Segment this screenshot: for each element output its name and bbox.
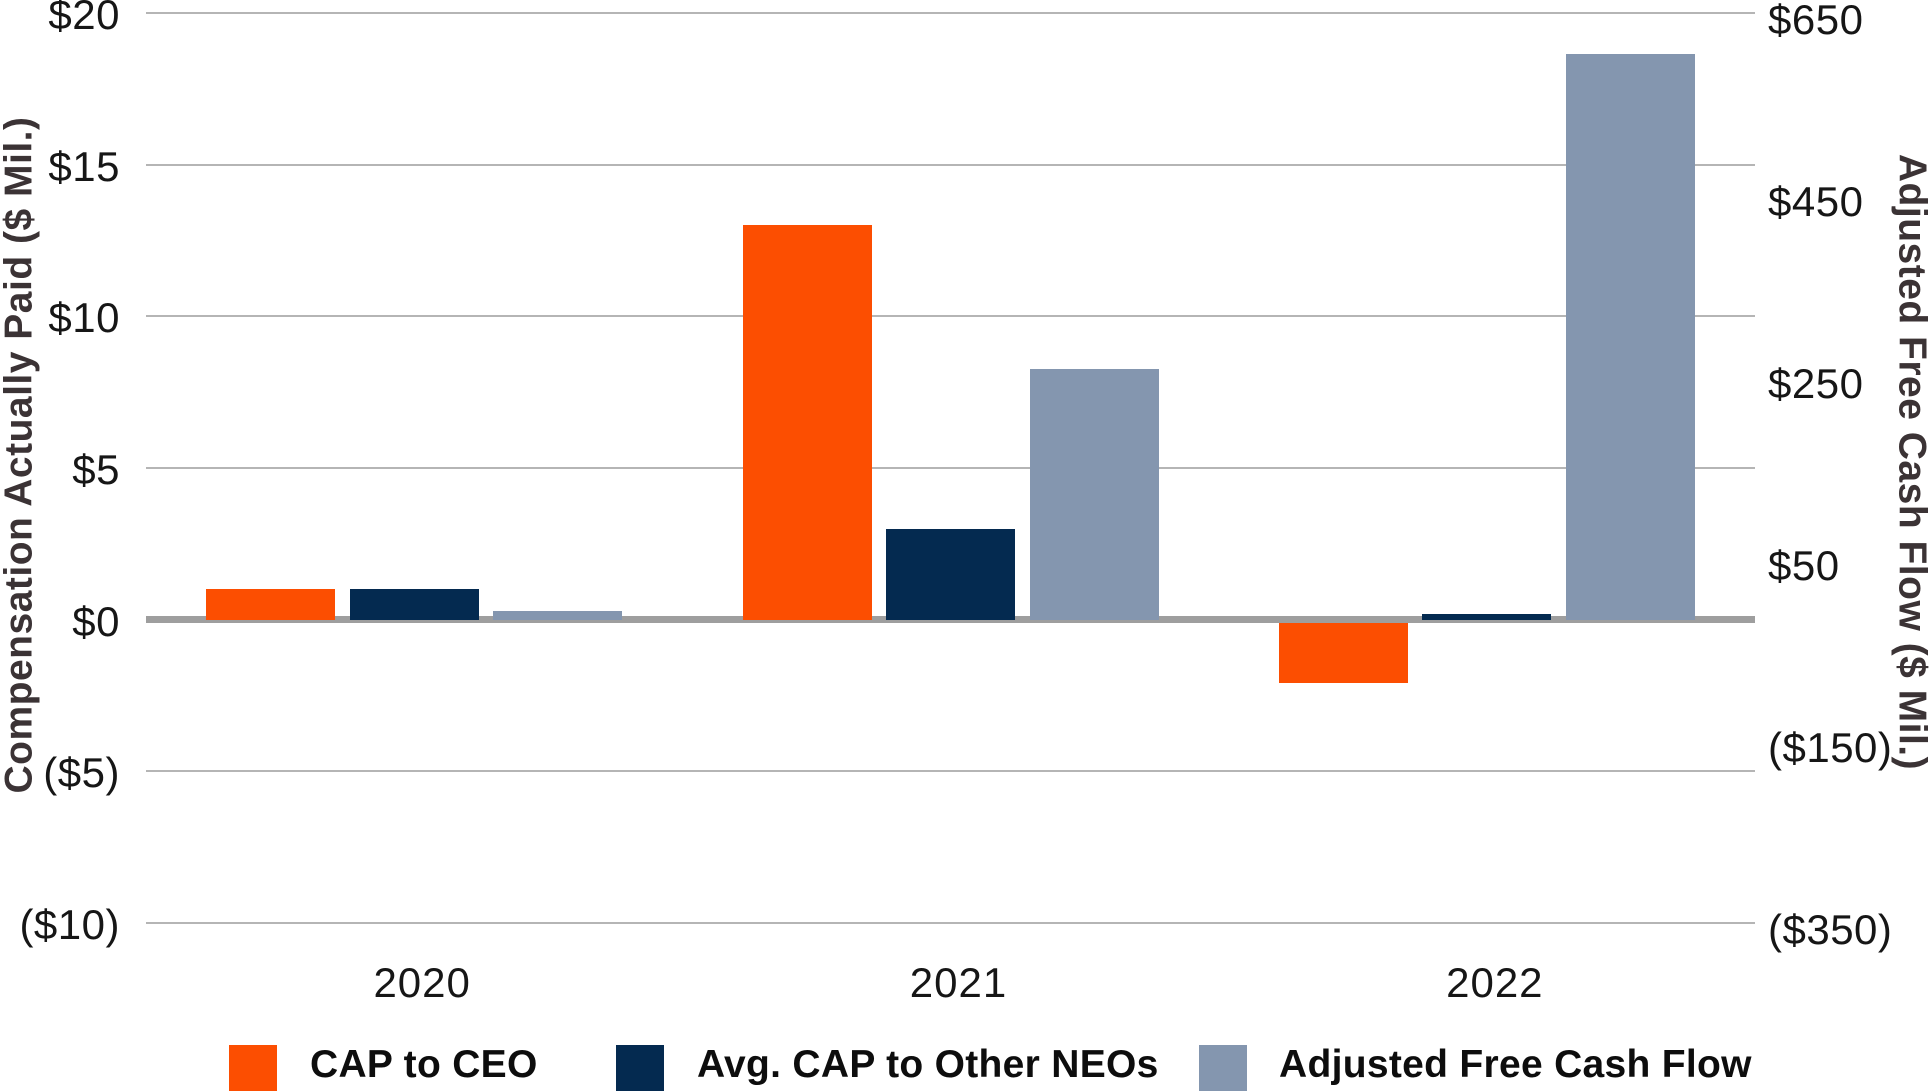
legend: CAP to CEO Avg. CAP to Other NEOs Adjusted… bbox=[0, 1042, 1932, 1091]
left-axis-tick-label: ($10) bbox=[19, 901, 120, 948]
bar-2021-cap-to-ceo bbox=[742, 225, 872, 620]
bar-2020-cap-to-ceo bbox=[206, 589, 336, 620]
x-axis-category-label: 2022 bbox=[1446, 959, 1544, 1006]
left-axis-tick-label: $10 bbox=[48, 294, 120, 342]
legend-label: Adjusted Free Cash Flow bbox=[1279, 1042, 1752, 1086]
gridline bbox=[146, 163, 1755, 166]
right-axis-tick-label: $650 bbox=[1768, 0, 1864, 43]
gridline bbox=[146, 315, 1755, 318]
right-axis-title: Adjusted Free Cash Flow ($ Mil.) bbox=[1890, 153, 1932, 771]
legend-swatch-icon bbox=[616, 1045, 664, 1091]
left-axis-tick-label: $5 bbox=[72, 446, 120, 493]
left-axis-tick-label: $20 bbox=[48, 0, 120, 38]
bar-2020-avg-cap-to-other-neos bbox=[349, 589, 479, 620]
left-axis-tick-label: ($5) bbox=[43, 749, 120, 797]
legend-swatch-icon bbox=[229, 1045, 277, 1091]
bar-2022-cap-to-ceo bbox=[1278, 622, 1408, 684]
legend-label: Avg. CAP to Other NEOs bbox=[697, 1042, 1159, 1086]
left-axis-tick-label: $0 bbox=[72, 597, 120, 645]
bar-2022-avg-cap-to-other-neos bbox=[1422, 613, 1552, 620]
right-axis-tick-label: ($350) bbox=[1768, 906, 1893, 953]
left-axis-title: Compensation Actually Paid ($ Mil.) bbox=[0, 116, 41, 794]
right-axis-tick-label: $50 bbox=[1768, 542, 1840, 589]
right-axis-tick-label: $450 bbox=[1768, 178, 1864, 225]
legend-label: CAP to CEO bbox=[310, 1042, 538, 1086]
gridline bbox=[146, 770, 1755, 773]
left-axis-tick-label: $15 bbox=[48, 142, 120, 190]
bar-2021-adjusted-free-cash-flow bbox=[1029, 369, 1159, 620]
legend-swatch-icon bbox=[1199, 1045, 1247, 1091]
right-axis-tick-label: ($150) bbox=[1768, 724, 1893, 771]
right-axis-tick-label: $250 bbox=[1768, 360, 1864, 407]
x-axis-category-label: 2020 bbox=[373, 959, 471, 1006]
bar-2021-avg-cap-to-other-neos bbox=[886, 528, 1015, 620]
gridline bbox=[146, 12, 1755, 14]
bar-2022-adjusted-free-cash-flow bbox=[1565, 53, 1695, 620]
zero-axis-line bbox=[146, 616, 1755, 624]
gridline bbox=[146, 467, 1755, 469]
x-axis-category-label: 2021 bbox=[909, 959, 1008, 1006]
gridline bbox=[146, 922, 1755, 924]
bar-2020-adjusted-free-cash-flow bbox=[493, 610, 623, 620]
